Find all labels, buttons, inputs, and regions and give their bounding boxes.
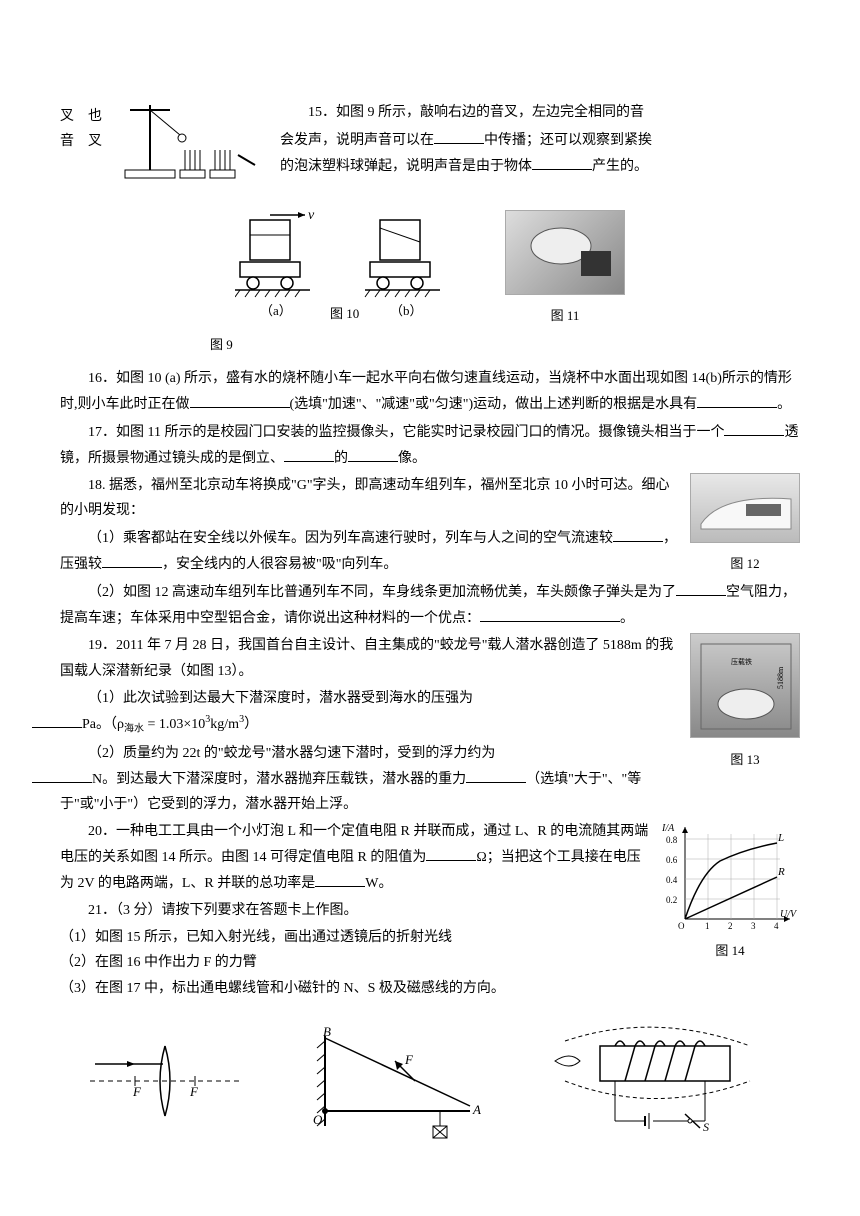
fig12-container: 图 12 (690, 473, 800, 576)
svg-text:S: S (703, 1120, 709, 1134)
q19-p2: （2）质量约为 22t 的"蛟龙号"潜水器匀速下潜时，受到的浮力约为 N。到达最… (60, 741, 800, 817)
blank[interactable] (532, 153, 592, 170)
blank[interactable] (284, 445, 334, 462)
q15-line3: 的泡沫塑料球弹起，说明声音是由于物体产生的。 (280, 153, 800, 179)
svg-text:I/A: I/A (661, 823, 675, 834)
svg-text:B: B (323, 1026, 331, 1039)
blank[interactable] (466, 766, 526, 783)
svg-text:0.2: 0.2 (666, 895, 677, 905)
svg-text:0.4: 0.4 (666, 875, 678, 885)
blank[interactable] (426, 844, 476, 861)
blank[interactable] (676, 579, 726, 596)
blank[interactable] (190, 391, 290, 408)
fig11-label: 图 11 (505, 304, 625, 327)
q15-line2: 会发声，说明声音可以在中传播；还可以观察到紧挨 (280, 127, 800, 153)
q18-p2: （2）如图 12 高速动车组列车比普通列车不同，车身线条更加流畅优美，车头颇像子… (60, 579, 800, 631)
svg-text:U/V: U/V (780, 909, 798, 920)
q15-text: 15．如图 9 所示，敲响右边的音叉，左边完全相同的音 会发声，说明声音可以在中… (260, 100, 800, 179)
svg-text:L: L (777, 832, 784, 844)
q15-side-text: 叉 也 音 叉 (60, 100, 110, 154)
fig13-container: 5188m 压载铁 图 13 (690, 633, 800, 771)
svg-text:O: O (678, 921, 685, 931)
fig14-container: I/A 0.8 0.6 0.4 0.2 O 1 2 3 4 U/V L R 图 14 (660, 819, 800, 962)
q15-line1: 15．如图 9 所示，敲响右边的音叉，左边完全相同的音 (280, 100, 800, 125)
svg-text:1: 1 (705, 921, 710, 931)
svg-text:F: F (404, 1052, 414, 1067)
blank[interactable] (102, 551, 162, 568)
blank[interactable] (32, 766, 92, 783)
svg-text:压载铁: 压载铁 (731, 657, 752, 666)
q19-p1: （1）此次试验到达最大下潜深度时，潜水器受到海水的压强为 Pa。（ρ海水 = 1… (60, 686, 800, 739)
train-photo (690, 473, 800, 543)
q19-block: 5188m 压载铁 图 13 19．2011 年 7 月 28 日，我国首台自主设… (60, 633, 800, 819)
q21-p3: （3）在图 17 中，标出通电螺线管和小磁针的 N、S 极及磁感线的方向。 (60, 976, 800, 1001)
fig16-lever: B O A F (295, 1026, 495, 1146)
side-txt-1: 叉 也 (60, 104, 110, 129)
q16: 16．如图 10 (a) 所示，盛有水的烧杯随小车一起水平向右做匀速直线运动，当… (60, 366, 800, 417)
svg-text:v: v (308, 210, 315, 223)
fig14-label: 图 14 (660, 939, 800, 962)
q20-block: I/A 0.8 0.6 0.4 0.2 O 1 2 3 4 U/V L R 图 14 2… (60, 819, 800, 1001)
q19-intro: 19．2011 年 7 月 28 日，我国首台自主设计、自主集成的"蛟龙号"载人… (60, 633, 800, 683)
blank[interactable] (697, 391, 777, 408)
svg-text:2: 2 (728, 921, 733, 931)
svg-text:5188m: 5188m (776, 666, 785, 689)
blank[interactable] (434, 127, 484, 144)
fig9-image (110, 100, 260, 190)
svg-text:F: F (189, 1084, 199, 1099)
fig12-label: 图 12 (690, 552, 800, 575)
blank[interactable] (724, 419, 784, 436)
q18-p1: （1）乘客都站在安全线以外候车。因为列车高速行驶时，列车与人之间的空气流速较，压… (60, 525, 800, 577)
submarine-photo: 5188m 压载铁 (690, 633, 800, 738)
svg-text:0.8: 0.8 (666, 835, 678, 845)
fig10-11-row: v （a） （b） 图 10 图 11 (60, 210, 800, 328)
fig15-lens: F F (85, 1026, 245, 1136)
svg-text:R: R (777, 866, 785, 878)
side-txt-2: 音 叉 (60, 129, 110, 154)
q17: 17．如图 11 所示的是校园门口安装的监控摄像头，它能实时记录校园门口的情况。… (60, 419, 800, 471)
q18-intro: 18. 据悉，福州至北京动车将换成"G"字头，即高速动车组列车，福州至北京 10… (60, 473, 800, 523)
fig13-label: 图 13 (690, 748, 800, 771)
svg-text:（b）: （b） (390, 303, 423, 318)
q18-block: 图 12 18. 据悉，福州至北京动车将换成"G"字头，即高速动车组列车，福州至… (60, 473, 800, 631)
svg-text:4: 4 (774, 921, 779, 931)
blank[interactable] (348, 445, 398, 462)
svg-text:（a）: （a） (260, 303, 292, 318)
fig10-container: v （a） （b） 图 10 (235, 210, 465, 328)
fig11-container: 图 11 (505, 210, 625, 328)
svg-text:A: A (472, 1102, 481, 1117)
blank[interactable] (480, 605, 620, 622)
fig9-label: 图 9 (60, 333, 800, 356)
fig17-solenoid: S (545, 1026, 775, 1146)
blank[interactable] (613, 525, 663, 542)
svg-text:3: 3 (751, 921, 756, 931)
svg-text:0.6: 0.6 (666, 855, 678, 865)
svg-text:F: F (132, 1084, 142, 1099)
q15-block: 叉 也 音 叉 15．如图 9 所示，敲响右边的音叉，左边完全相同的音 会发声，… (60, 100, 800, 190)
blank[interactable] (32, 711, 82, 728)
iv-chart: I/A 0.8 0.6 0.4 0.2 O 1 2 3 4 U/V L R (660, 819, 800, 939)
blank[interactable] (315, 870, 365, 887)
fig15-17-row: F F B O A F (60, 1026, 800, 1146)
svg-text:图 10: 图 10 (330, 306, 359, 320)
camera-photo (505, 210, 625, 295)
svg-text:O: O (313, 1112, 323, 1127)
